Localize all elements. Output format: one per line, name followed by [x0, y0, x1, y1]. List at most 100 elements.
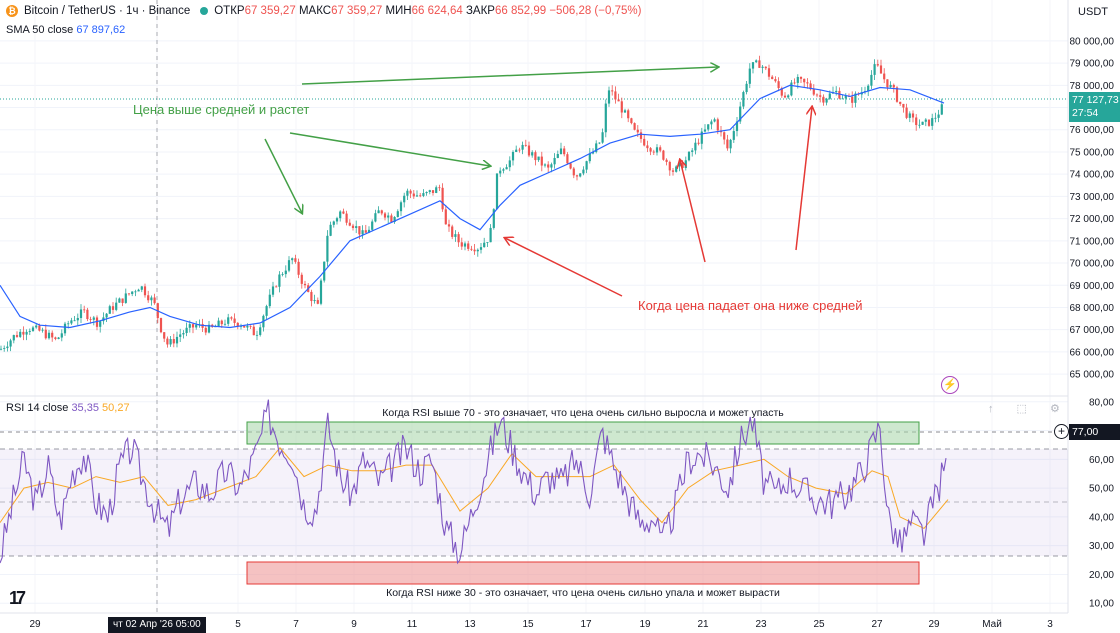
candle-body [595, 143, 598, 152]
candle-body [854, 93, 857, 103]
candle-body [803, 78, 806, 83]
annotation-red-text[interactable]: Когда цена падает она ниже средней [638, 298, 863, 313]
rsi-ma-line[interactable] [0, 447, 949, 530]
candle-body [95, 317, 99, 327]
candle-body [793, 82, 796, 84]
price-tick-label: 73 000,00 [1070, 192, 1115, 203]
candle-body [441, 187, 444, 210]
candle-body [569, 163, 572, 169]
candle-body [172, 339, 175, 344]
candle-body [76, 317, 79, 321]
candle-body [54, 337, 57, 339]
candle-body [940, 104, 943, 115]
rsi-overbought-box[interactable] [246, 421, 920, 445]
candle-body [655, 147, 659, 153]
candle-body [886, 79, 889, 88]
candle-body [649, 148, 652, 152]
candle-body [198, 323, 201, 325]
rsi-band-fill [0, 449, 1068, 556]
sma-legend[interactable]: SMA 50 close 67 897,62 [6, 24, 126, 36]
candle-body [393, 216, 396, 222]
candle-body [409, 190, 412, 194]
time-tick-label: 5 [235, 619, 241, 630]
candle-body [799, 76, 803, 79]
candle-body [636, 129, 639, 133]
candle-body [499, 170, 502, 174]
candle-body [19, 331, 22, 337]
red-arrow-right[interactable] [795, 107, 812, 251]
rsi-line[interactable] [0, 399, 947, 565]
candle-body [121, 298, 124, 303]
candle-body [918, 124, 921, 126]
candle-body [774, 79, 777, 82]
candle-body [630, 118, 633, 124]
currency-label[interactable]: USDT [1078, 6, 1108, 18]
annotation-green-text[interactable]: Цена выше средней и растет [133, 102, 309, 117]
candle-body [598, 142, 601, 144]
candle-body [403, 195, 406, 203]
symbol-legend[interactable]: ₿ Bitcoin / TetherUS · 1ч · Binance ОТКР… [6, 5, 641, 17]
candle-body [716, 119, 719, 131]
candle-body [108, 306, 111, 314]
add-alert-button[interactable]: + [1054, 424, 1069, 439]
candle-body [739, 106, 742, 122]
red-arrow-middle[interactable] [680, 160, 706, 263]
candle-body [710, 121, 713, 125]
candle-body [435, 187, 438, 193]
candle-body [111, 306, 115, 310]
candle-body [787, 95, 790, 98]
price-tick-label: 80 000,00 [1070, 36, 1115, 47]
candle-body [492, 209, 495, 228]
candle-body [707, 124, 710, 130]
annotation-rsi-over-text[interactable]: Когда RSI выше 70 - это означает, что це… [382, 407, 784, 419]
candle-body [671, 170, 675, 172]
candle-body [582, 169, 585, 174]
candle-body [412, 193, 415, 197]
candle-body [844, 95, 847, 99]
candle-body [396, 211, 399, 217]
candle-body [758, 60, 761, 68]
candle-body [127, 293, 131, 295]
candle-body [83, 309, 86, 311]
price-tick-label: 75 000,00 [1070, 147, 1115, 158]
annotation-rsi-under-text[interactable]: Когда RSI ниже 30 - это означает, что це… [386, 587, 780, 599]
candle-body [828, 93, 831, 99]
candle-body [927, 119, 931, 126]
candle-body [236, 322, 239, 327]
candle-body [9, 340, 12, 347]
bitcoin-icon: ₿ [6, 5, 18, 17]
lightning-icon[interactable]: ⚡ [941, 376, 959, 394]
green-arrow-down[interactable] [264, 138, 302, 213]
candle-body [67, 323, 70, 325]
green-arrow-top[interactable] [301, 67, 718, 85]
candle-body [438, 187, 441, 189]
candle-body [623, 110, 627, 113]
rsi-tick-label: 50,00 [1089, 484, 1114, 495]
candle-body [175, 336, 179, 344]
candle-body [364, 230, 367, 233]
candle-body [297, 261, 300, 275]
candle-body [524, 144, 527, 146]
rsi-legend[interactable]: RSI 14 close 35,35 50,27 [6, 402, 130, 414]
candle-body [243, 326, 246, 328]
candle-body [419, 195, 422, 197]
green-arrow-middle[interactable] [289, 132, 490, 166]
price-tick-label: 69 000,00 [1070, 281, 1115, 292]
sma-line[interactable] [0, 84, 945, 329]
red-arrow-left[interactable] [505, 238, 623, 297]
candle-body [137, 289, 140, 292]
candle-body [271, 286, 275, 295]
candle-body [575, 175, 579, 177]
rsi-oversold-box[interactable] [246, 561, 920, 585]
tradingview-logo[interactable]: 17 [9, 588, 26, 608]
candle-body [63, 323, 67, 334]
candle-body [92, 317, 95, 320]
symbol-title[interactable]: Bitcoin / TetherUS · 1ч · Binance [24, 5, 191, 17]
candle-body [25, 331, 28, 335]
candle-body [89, 319, 92, 320]
candle-body [447, 224, 451, 227]
candle-body [486, 242, 489, 244]
pane-controls[interactable]: ↑ ⬚ ⚙ [988, 403, 1070, 415]
